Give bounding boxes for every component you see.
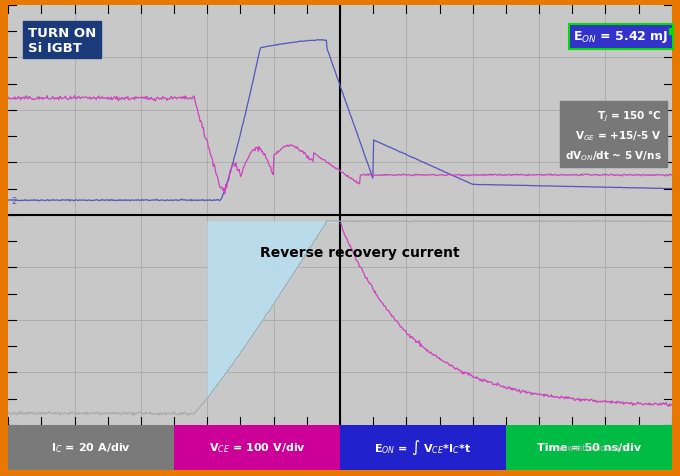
Text: T$_J$ = 150 °C
V$_{GE}$ = +15/-5 V
dV$_{ON}$/dt ~ 5 V/ns: T$_J$ = 150 °C V$_{GE}$ = +15/-5 V dV$_{…	[565, 108, 662, 163]
Text: Reverse recovery current: Reverse recovery current	[260, 245, 460, 259]
Text: www.eitronics.com: www.eitronics.com	[556, 443, 628, 452]
Text: E$_{ON}$ = 5.42 mJ: E$_{ON}$ = 5.42 mJ	[573, 30, 668, 45]
Text: 2: 2	[12, 196, 17, 205]
Text: TURN ON
Si IGBT: TURN ON Si IGBT	[28, 27, 97, 55]
Text: I$_C$ = 20 A/div: I$_C$ = 20 A/div	[51, 440, 131, 454]
Text: V$_{CE}$ = 100 V/div: V$_{CE}$ = 100 V/div	[209, 440, 305, 454]
Text: Time = 50 ns/div: Time = 50 ns/div	[537, 442, 641, 452]
Text: E$_{ON}$ = ∫ V$_{CE}$*I$_C$*t: E$_{ON}$ = ∫ V$_{CE}$*I$_C$*t	[375, 437, 471, 456]
